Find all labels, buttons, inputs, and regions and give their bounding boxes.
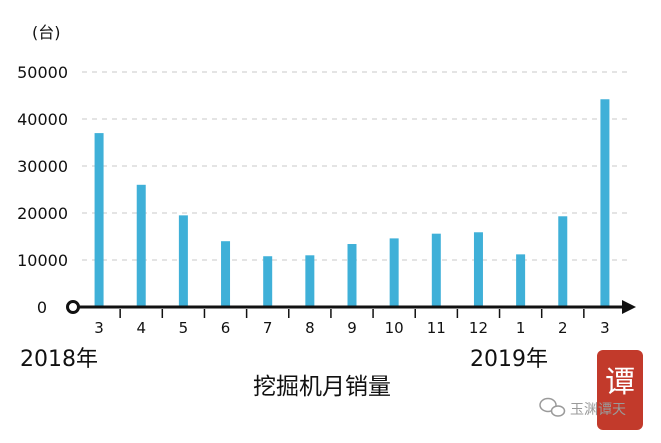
axis-origin-marker [66,300,80,314]
bars [94,99,610,307]
bar [136,184,146,307]
bar [221,241,231,307]
y-tick-label: 40000 [17,110,68,129]
x-tick-label: 8 [305,319,315,337]
x-tick-label: 3 [600,319,610,337]
seal-character: 谭 [605,365,635,400]
bar [516,254,526,307]
x-tick-label: 2 [558,319,568,337]
bar [94,133,104,307]
bar [178,215,188,307]
bar [389,238,399,307]
seal-background [597,350,643,430]
x-tick-label: 10 [385,319,404,337]
x-tick-label: 7 [263,319,273,337]
x-axis [66,300,636,314]
y-tick-label: 20000 [17,204,68,223]
x-axis-ticks: 3 4 5 6 7 8 9 10 11 12 1 2 3 [94,309,610,337]
year-label-2018: 2018年 [20,347,98,372]
y-axis-unit-label: (台) [32,23,61,42]
y-tick-label: 30000 [17,157,68,176]
bar [473,232,483,307]
x-tick-label: 11 [427,319,446,337]
x-tick-label: 6 [221,319,231,337]
x-tick-label: 3 [94,319,104,337]
y-axis-ticks: 0 10000 20000 30000 40000 50000 [17,63,68,317]
bar [558,216,568,307]
x-tick-label: 9 [347,319,357,337]
wechat-icon [539,397,566,417]
x-tick-label: 1 [516,319,526,337]
x-tick-label: 5 [179,319,189,337]
y-tick-label: 10000 [17,251,68,270]
bar [347,244,357,307]
gridlines [82,71,630,261]
bar [305,255,315,307]
x-tick-label: 4 [136,319,146,337]
year-label-2019: 2019年 [470,347,548,372]
x-axis-arrow [622,300,636,314]
bar [263,256,273,307]
x-tick-label: 12 [469,319,488,337]
y-tick-label: 50000 [17,63,68,82]
y-tick-label: 0 [37,298,47,317]
chart-title: 挖掘机月销量 [253,374,391,400]
bar [600,99,610,307]
bar [431,233,441,307]
watermark-text: 玉渊谭天 [570,402,626,418]
watermark-seal: 谭 [597,350,643,430]
